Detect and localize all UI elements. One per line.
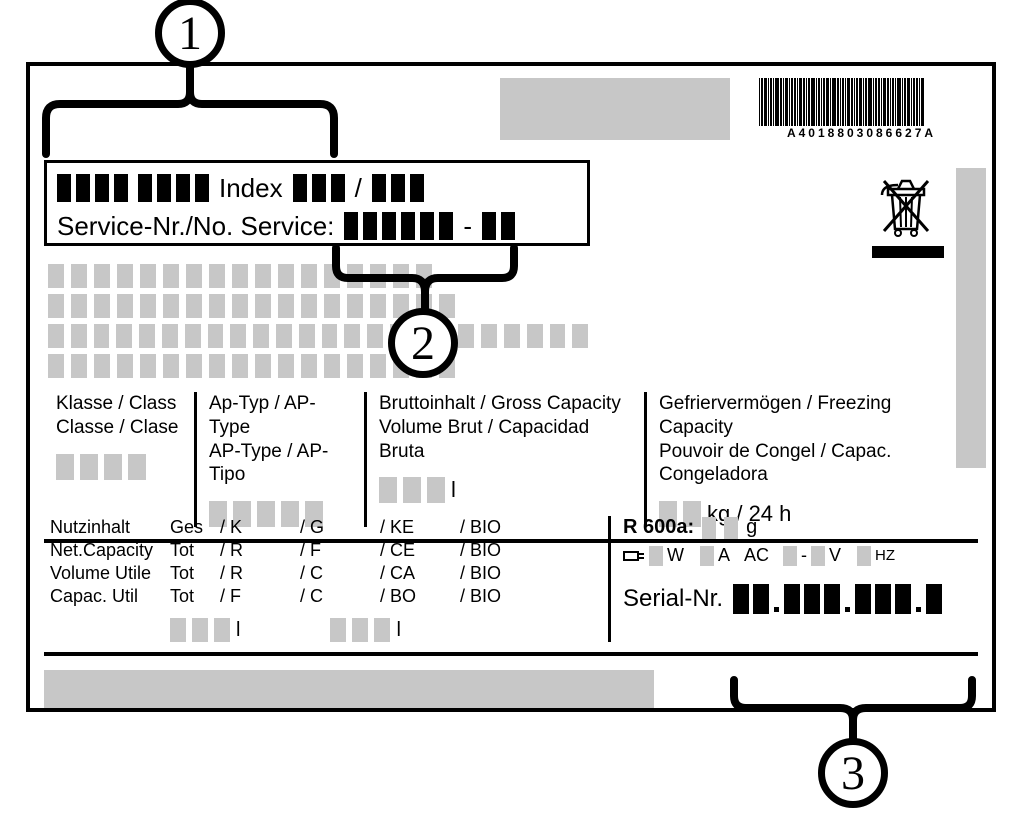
elec-dash: -	[801, 545, 807, 566]
net-capacity-table: NutzinhaltGes/ K/ G/ KE/ BIONet.Capacity…	[44, 516, 608, 642]
service-row: Service-Nr./No. Service: -	[57, 207, 577, 245]
callout-brace-3	[728, 680, 978, 744]
serial-blocks	[733, 584, 942, 614]
net-unit-2: l	[396, 619, 400, 642]
col-class-line1: Klasse / Class	[56, 392, 182, 416]
col-class: Klasse / Class Classe / Clase	[44, 392, 194, 527]
weee-underline	[872, 246, 944, 258]
refrigerant-label: R 600a:	[623, 516, 694, 539]
model-blocks-2	[138, 174, 209, 202]
weee-bin-icon	[878, 171, 934, 241]
service-dash: -	[463, 211, 472, 242]
gross-unit: l	[451, 477, 456, 503]
elec-w: W	[667, 545, 684, 566]
col-aptype: Ap-Typ / AP-Type AP-Type / AP-Tipo	[194, 392, 364, 527]
rating-plate: A4018803086627A Index / Service	[26, 62, 996, 712]
col-aptype-line1: Ap-Typ / AP-Type	[209, 392, 352, 440]
service-blocks-a	[344, 212, 453, 240]
col-aptype-line2: AP-Type / AP-Tipo	[209, 440, 352, 488]
net-capacity-section: NutzinhaltGes/ K/ G/ KE/ BIONet.Capacity…	[44, 516, 978, 656]
model-blocks-1	[57, 174, 128, 202]
col-freezing-line2: Pouvoir de Congel / Capac. Congeladora	[659, 440, 966, 488]
callout-circle-3: 3	[818, 738, 888, 808]
col-freezing-line1: Gefriervermögen / Freezing Capacity	[659, 392, 966, 440]
net-unit-1: l	[236, 619, 240, 642]
col-gross-line1: Bruttoinhalt / Gross Capacity	[379, 392, 632, 416]
plug-icon	[623, 549, 645, 563]
elec-ac: AC	[744, 545, 769, 566]
elec-hz: HZ	[875, 547, 895, 564]
refrigerant-unit: g	[746, 516, 757, 539]
electrical-row: W A AC - V HZ	[623, 545, 978, 566]
col-gross-value: l	[379, 477, 632, 503]
col-class-line2: Classe / Clase	[56, 416, 182, 440]
index-blocks-a	[293, 174, 345, 202]
electrical-panel: R 600a: g W A AC - V HZ Serial-Nr.	[608, 516, 978, 642]
callout-brace-1	[40, 68, 340, 156]
callout-circle-1: 1	[155, 0, 225, 68]
service-label: Service-Nr./No. Service:	[57, 211, 334, 242]
callout-brace-2	[330, 248, 520, 316]
callout-number-2: 2	[411, 316, 435, 371]
col-gross: Bruttoinhalt / Gross Capacity Volume Bru…	[364, 392, 644, 527]
callout-number-3: 3	[841, 746, 865, 801]
serial-row: Serial-Nr.	[623, 584, 978, 614]
col-class-value	[56, 454, 182, 480]
gray-block-top	[500, 78, 730, 140]
elec-v: V	[829, 545, 841, 566]
index-label: Index	[219, 173, 283, 204]
serial-label: Serial-Nr.	[623, 585, 723, 613]
service-blocks-b	[482, 212, 515, 240]
col-gross-line2: Volume Brut / Capacidad Bruta	[379, 416, 632, 464]
index-slash: /	[355, 173, 362, 204]
elec-a: A	[718, 545, 730, 566]
col-freezing: Gefriervermögen / Freezing Capacity Pouv…	[644, 392, 978, 527]
gray-block-bottom	[44, 670, 654, 708]
barcode-text: A4018803086627A	[759, 126, 964, 140]
index-row: Index /	[57, 169, 577, 207]
index-blocks-b	[372, 174, 424, 202]
callout-number-1: 1	[178, 6, 202, 61]
index-service-box: Index / Service-Nr./No. Service: -	[44, 160, 590, 246]
callout-circle-2: 2	[388, 308, 458, 378]
